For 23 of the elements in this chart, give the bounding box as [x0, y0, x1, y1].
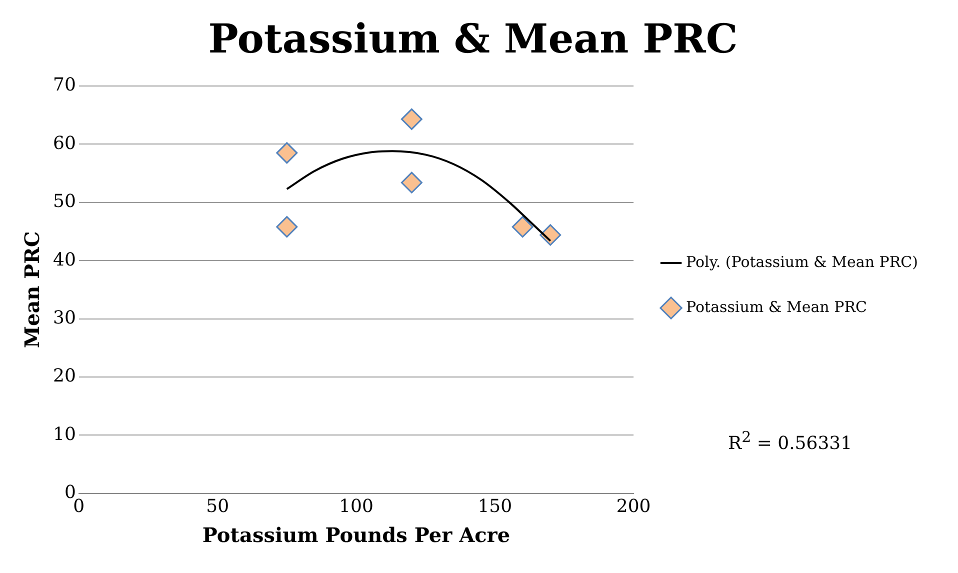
- y-tick-label: 0: [64, 482, 76, 504]
- x-tick-label: 50: [206, 496, 230, 517]
- y-tick-label: 10: [53, 424, 76, 445]
- x-tick-label: 100: [339, 496, 374, 517]
- x-tick-label: 150: [478, 496, 512, 517]
- y-tick-label: 70: [53, 74, 76, 96]
- y-axis-title: Mean PRC: [20, 231, 44, 348]
- y-tick-label: 60: [53, 132, 76, 154]
- legend-label: Poly. (Potassium & Mean PRC): [686, 252, 918, 271]
- y-tick-label: 50: [53, 191, 76, 212]
- x-tick-label: 200: [616, 496, 651, 517]
- y-tick-label: 40: [53, 249, 76, 270]
- point: [276, 142, 298, 164]
- chart-title: Potassium & Mean PRC: [208, 15, 738, 62]
- point: [512, 216, 534, 238]
- y-tick-label: 20: [53, 366, 76, 387]
- point: [276, 216, 298, 238]
- text: R$^{2}$ = 0.56331: [728, 428, 852, 454]
- x-axis-title: Potassium Pounds Per Acre: [202, 523, 510, 548]
- point: [400, 108, 422, 130]
- legend-label: Potassium & Mean PRC: [686, 298, 867, 316]
- point: [400, 172, 422, 194]
- y-tick-label: 30: [53, 307, 76, 328]
